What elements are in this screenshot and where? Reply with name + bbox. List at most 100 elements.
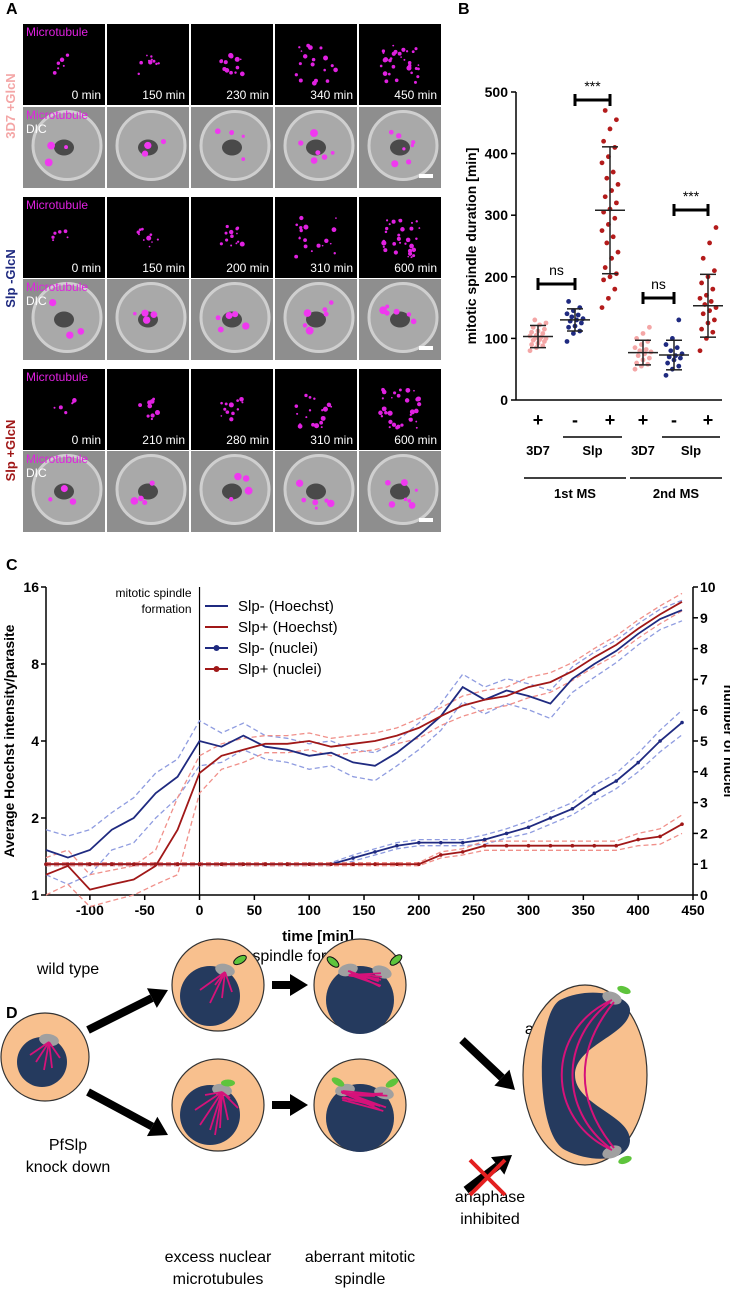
microtubule [35,1041,50,1063]
legend-label: Slp+ (Hoechst) [238,619,338,636]
signal-dot [219,59,224,64]
data-point [699,326,704,332]
signal-dot [236,240,240,243]
signal-dot [51,235,55,239]
x-tick-label: 0 [196,902,204,918]
signal-dot [391,422,397,427]
signal-dot [398,219,401,222]
series-marker [66,862,70,866]
signal-blob [214,128,221,135]
signal-dot [56,61,61,65]
signal-dot [319,46,323,50]
signal-blob [229,130,234,136]
data-point [678,355,683,361]
y-tick-label: 16 [23,579,39,595]
signal-blob [64,145,68,150]
time-label: 450 min [394,88,437,102]
signal-dot [234,56,240,62]
mtoc [215,963,235,977]
data-point [612,215,618,221]
signal-blob [402,147,406,151]
signal-dot [330,64,334,68]
signal-dot [239,71,245,77]
y-axis-title: mitotic spindle duration [min] [463,148,479,345]
signal-blob [228,496,234,502]
signal-blob [66,331,74,339]
x-tick-label: + [703,410,714,430]
signal-blob [400,479,408,486]
signal-blob [141,309,149,317]
y-tick-label: 200 [485,269,509,285]
microtubule [199,971,226,991]
data-point [710,286,716,292]
signal-blob [305,326,314,335]
series-marker [592,791,597,796]
arrow-head [146,1116,168,1137]
signal-blob [48,497,53,502]
signal-blob [241,157,246,162]
microtubule [48,1041,61,1059]
time-label: 230 min [226,88,269,102]
signal-dot [415,426,418,429]
x-tick-label: 400 [626,902,650,918]
signal-dot [58,405,63,410]
sig-bracket [536,278,577,290]
microtubule [348,972,381,976]
signal-dot [409,413,412,417]
signal-dot [380,415,384,418]
channel-label: DIC [26,122,47,136]
microtubule [204,1091,223,1096]
signal-dot [381,49,386,53]
data-point [632,366,638,372]
signal-dot [298,236,301,239]
series-marker [570,843,575,848]
signal-blob [295,479,304,487]
data-point [700,311,706,317]
signal-dot [146,54,148,57]
data-point [610,169,616,175]
row-label: 3D7 +GlcN [3,73,18,138]
signal-dot [58,230,62,234]
signal-blob [150,311,158,318]
signal-dot [299,228,303,233]
signal-dot [220,401,223,405]
signal-dot [383,57,389,63]
signal-blob [315,150,321,156]
data-point [579,320,584,326]
signal-dot [225,224,229,229]
signal-dot [382,245,385,248]
signal-dot [397,51,402,56]
signal-dot [236,408,240,411]
signal-dot [156,238,159,241]
time-label: 280 min [226,433,269,447]
nucleus [326,966,394,1034]
y2-tick-label: 10 [700,579,716,595]
y2-tick-label: 8 [700,641,708,657]
signal-blob [406,159,412,165]
signal-dot [389,57,393,60]
signal-dot [225,411,228,414]
signal-dot [384,79,389,84]
signal-dot [387,72,391,76]
series-marker [307,862,311,866]
centriolar-plaque [233,954,247,966]
annotation: formation [141,602,191,616]
error-band [46,814,683,864]
data-point [697,295,703,301]
signal-dot [391,219,396,224]
channel-label: DIC [26,294,47,308]
microtubule [221,1091,229,1121]
series-line [45,601,683,891]
signal-dot [52,70,57,75]
microtubule [341,1096,379,1107]
data-point [712,268,717,274]
signal-dot [308,409,312,412]
data-point [665,360,670,366]
microtubule [571,1001,611,1149]
data-point [647,324,652,330]
signal-dot [302,54,308,59]
nucleus [541,992,630,1159]
signal-blob [408,502,416,509]
signal-blob [388,501,396,508]
signal-dot [325,79,330,83]
